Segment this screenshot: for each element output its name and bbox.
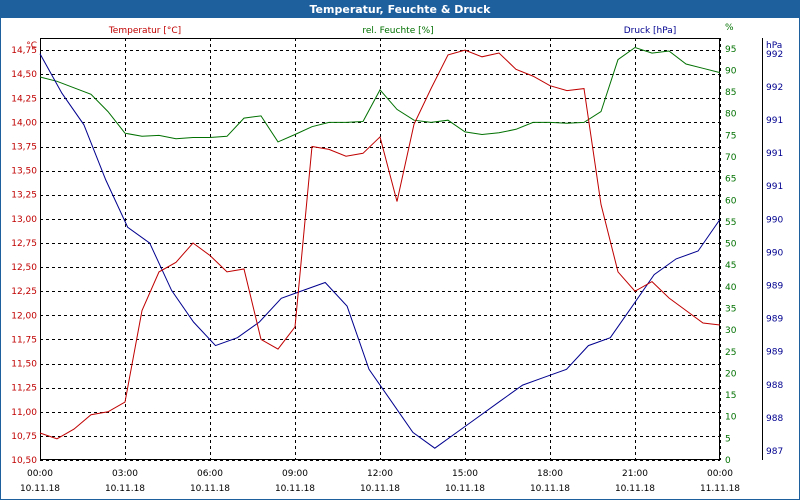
humidity-tick-label: 90 (725, 66, 737, 76)
humidity-line (39, 46, 721, 143)
x-tick-date: 10.11.18 (615, 484, 655, 494)
x-tick-date: 10.11.18 (445, 484, 485, 494)
temperature-tick-label: 13,50 (11, 167, 37, 177)
pressure-tick-label: 989 (766, 348, 783, 358)
temperature-axis-unit: °C (26, 41, 37, 51)
temperature-tick-label: 12,75 (11, 239, 37, 249)
humidity-tick-label: 15 (725, 391, 736, 401)
x-tick-time: 12:00 (367, 469, 393, 479)
x-tick-time: 18:00 (537, 469, 563, 479)
temperature-tick-label: 13,75 (11, 143, 37, 153)
temperature-tick-label: 11,75 (11, 335, 37, 345)
temperature-tick-label: 12,50 (11, 263, 37, 273)
x-tick-date: 10.11.18 (190, 484, 230, 494)
humidity-tick-label: 95 (725, 45, 736, 55)
temperature-tick-label: 12,25 (11, 287, 37, 297)
pressure-tick-label: 989 (766, 282, 783, 292)
window-title: Temperatur, Feuchte & Druck (1, 1, 799, 18)
humidity-tick-label: 30 (725, 326, 737, 336)
temperature-line (39, 49, 721, 440)
humidity-tick-label: 35 (725, 305, 736, 315)
temperature-tick-label: 12,00 (11, 311, 37, 321)
pressure-tick-label: 989 (766, 315, 783, 325)
x-tick-date: 10.11.18 (20, 484, 60, 494)
temperature-tick-label: 11,25 (11, 384, 37, 394)
temperature-tick-label: 14,00 (11, 118, 37, 128)
humidity-tick-label: 65 (725, 175, 736, 185)
series-label-humidity: rel. Feuchte [%] (362, 26, 433, 36)
x-tick-time: 21:00 (622, 469, 648, 479)
pressure-tick-label: 991 (766, 116, 783, 126)
humidity-tick-label: 70 (725, 153, 737, 163)
x-tick-date: 10.11.18 (275, 484, 315, 494)
temperature-tick-label: 14,50 (11, 70, 37, 80)
x-tick-time: 06:00 (197, 469, 223, 479)
humidity-tick-label: 0 (725, 456, 731, 466)
pressure-axis-unit: hPa (766, 41, 782, 51)
humidity-tick-label: 55 (725, 218, 736, 228)
humidity-tick-label: 75 (725, 131, 736, 141)
pressure-tick-label: 988 (766, 414, 783, 424)
humidity-tick-label: 45 (725, 261, 736, 271)
x-tick-date: 11.11.18 (700, 484, 740, 494)
humidity-tick-label: 20 (725, 369, 737, 379)
x-tick-time: 09:00 (282, 469, 308, 479)
pressure-tick-label: 991 (766, 182, 783, 192)
humidity-tick-label: 50 (725, 240, 737, 250)
pressure-tick-label: 991 (766, 149, 783, 159)
plot-border (40, 38, 720, 460)
x-tick-date: 10.11.18 (530, 484, 570, 494)
x-tick-time: 15:00 (452, 469, 478, 479)
humidity-tick-label: 40 (725, 283, 737, 293)
series-label-temperature: Temperatur [°C] (108, 26, 181, 36)
temperature-tick-label: 13,25 (11, 191, 37, 201)
humidity-tick-label: 60 (725, 196, 737, 206)
humidity-tick-label: % (725, 23, 734, 33)
humidity-tick-label: 5 (725, 434, 731, 444)
temperature-tick-label: 10,75 (11, 432, 37, 442)
temperature-tick-label: 14,75 (11, 46, 37, 56)
x-tick-date: 10.11.18 (105, 484, 145, 494)
pressure-tick-label: 990 (766, 215, 783, 225)
x-tick-date: 10.11.18 (360, 484, 400, 494)
x-tick-time: 00:00 (707, 469, 733, 479)
pressure-line (39, 53, 721, 449)
humidity-tick-label: 25 (725, 348, 736, 358)
pressure-tick-label: 992 (766, 83, 783, 93)
temperature-tick-label: 14,25 (11, 94, 37, 104)
pressure-tick-label: 988 (766, 381, 783, 391)
temperature-tick-label: 10,50 (11, 456, 37, 466)
x-tick-time: 00:00 (27, 469, 53, 479)
temperature-tick-label: 11,00 (11, 408, 37, 418)
temperature-tick-label: 11,50 (11, 360, 37, 370)
temperature-tick-label: 13,00 (11, 215, 37, 225)
series-label-pressure: Druck [hPa] (624, 26, 677, 36)
humidity-tick-label: 85 (725, 88, 736, 98)
humidity-tick-label: 10 (725, 413, 737, 423)
pressure-tick-label: 990 (766, 248, 783, 258)
humidity-tick-label: 80 (725, 110, 737, 120)
pressure-tick-label: 987 (766, 447, 783, 457)
pressure-tick-label: 992 (766, 50, 783, 60)
x-tick-time: 03:00 (112, 469, 138, 479)
